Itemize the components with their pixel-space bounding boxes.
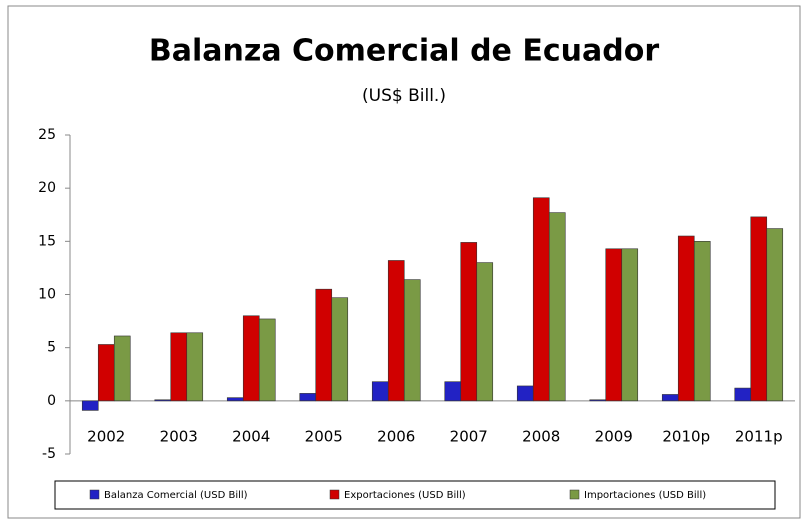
bar — [734, 387, 752, 402]
bar — [621, 248, 639, 402]
bar — [154, 399, 172, 402]
chart-subtitle: (US$ Bill.) — [362, 86, 446, 106]
x-tick-label: 2003 — [160, 427, 198, 445]
bar — [677, 235, 695, 402]
bar — [242, 315, 260, 402]
legend-swatch — [89, 489, 100, 500]
y-tick-label: 5 — [47, 340, 56, 356]
bar — [661, 394, 679, 402]
y-tick-label: -5 — [42, 446, 56, 462]
x-tick-label: 2007 — [450, 427, 488, 445]
bar — [315, 288, 333, 402]
bar — [444, 381, 462, 402]
bar — [186, 332, 204, 402]
bar — [460, 242, 478, 402]
bar — [766, 228, 784, 402]
x-tick-label: 2009 — [595, 427, 633, 445]
bar — [97, 344, 115, 402]
legend-swatch — [569, 489, 580, 500]
bar — [532, 197, 550, 402]
x-tick-label: 2002 — [87, 427, 125, 445]
x-tick-label: 2005 — [305, 427, 343, 445]
x-tick-label: 2008 — [522, 427, 560, 445]
legend-label: Importaciones (USD Bill) — [584, 490, 706, 501]
bar — [81, 400, 99, 411]
bar — [170, 332, 188, 402]
bar — [331, 297, 349, 402]
bar — [548, 212, 566, 402]
y-tick-label: 15 — [38, 233, 56, 249]
y-tick-label: 20 — [38, 180, 56, 196]
bar — [693, 241, 711, 402]
bar — [516, 385, 534, 402]
bar — [750, 216, 768, 402]
chart-title: Balanza Comercial de Ecuador — [149, 34, 659, 69]
y-tick-label: 10 — [38, 287, 56, 303]
x-tick-label: 2010p — [662, 427, 710, 445]
bar — [226, 397, 244, 402]
bar — [403, 279, 421, 402]
bar — [113, 335, 131, 402]
x-tick-label: 2004 — [232, 427, 270, 445]
x-tick-label: 2011p — [735, 427, 783, 445]
bar — [476, 262, 494, 402]
y-tick-label: 0 — [47, 393, 56, 409]
bar — [299, 393, 317, 402]
y-tick-label: 25 — [38, 127, 56, 143]
legend-label: Balanza Comercial (USD Bill) — [104, 490, 248, 501]
x-tick-label: 2006 — [377, 427, 415, 445]
bar — [371, 381, 389, 402]
bar — [589, 399, 607, 402]
bar — [258, 318, 276, 402]
bar — [387, 260, 405, 402]
bar — [605, 248, 623, 402]
legend-swatch — [329, 489, 340, 500]
legend-label: Exportaciones (USD Bill) — [344, 490, 466, 501]
legend-box — [54, 480, 776, 510]
